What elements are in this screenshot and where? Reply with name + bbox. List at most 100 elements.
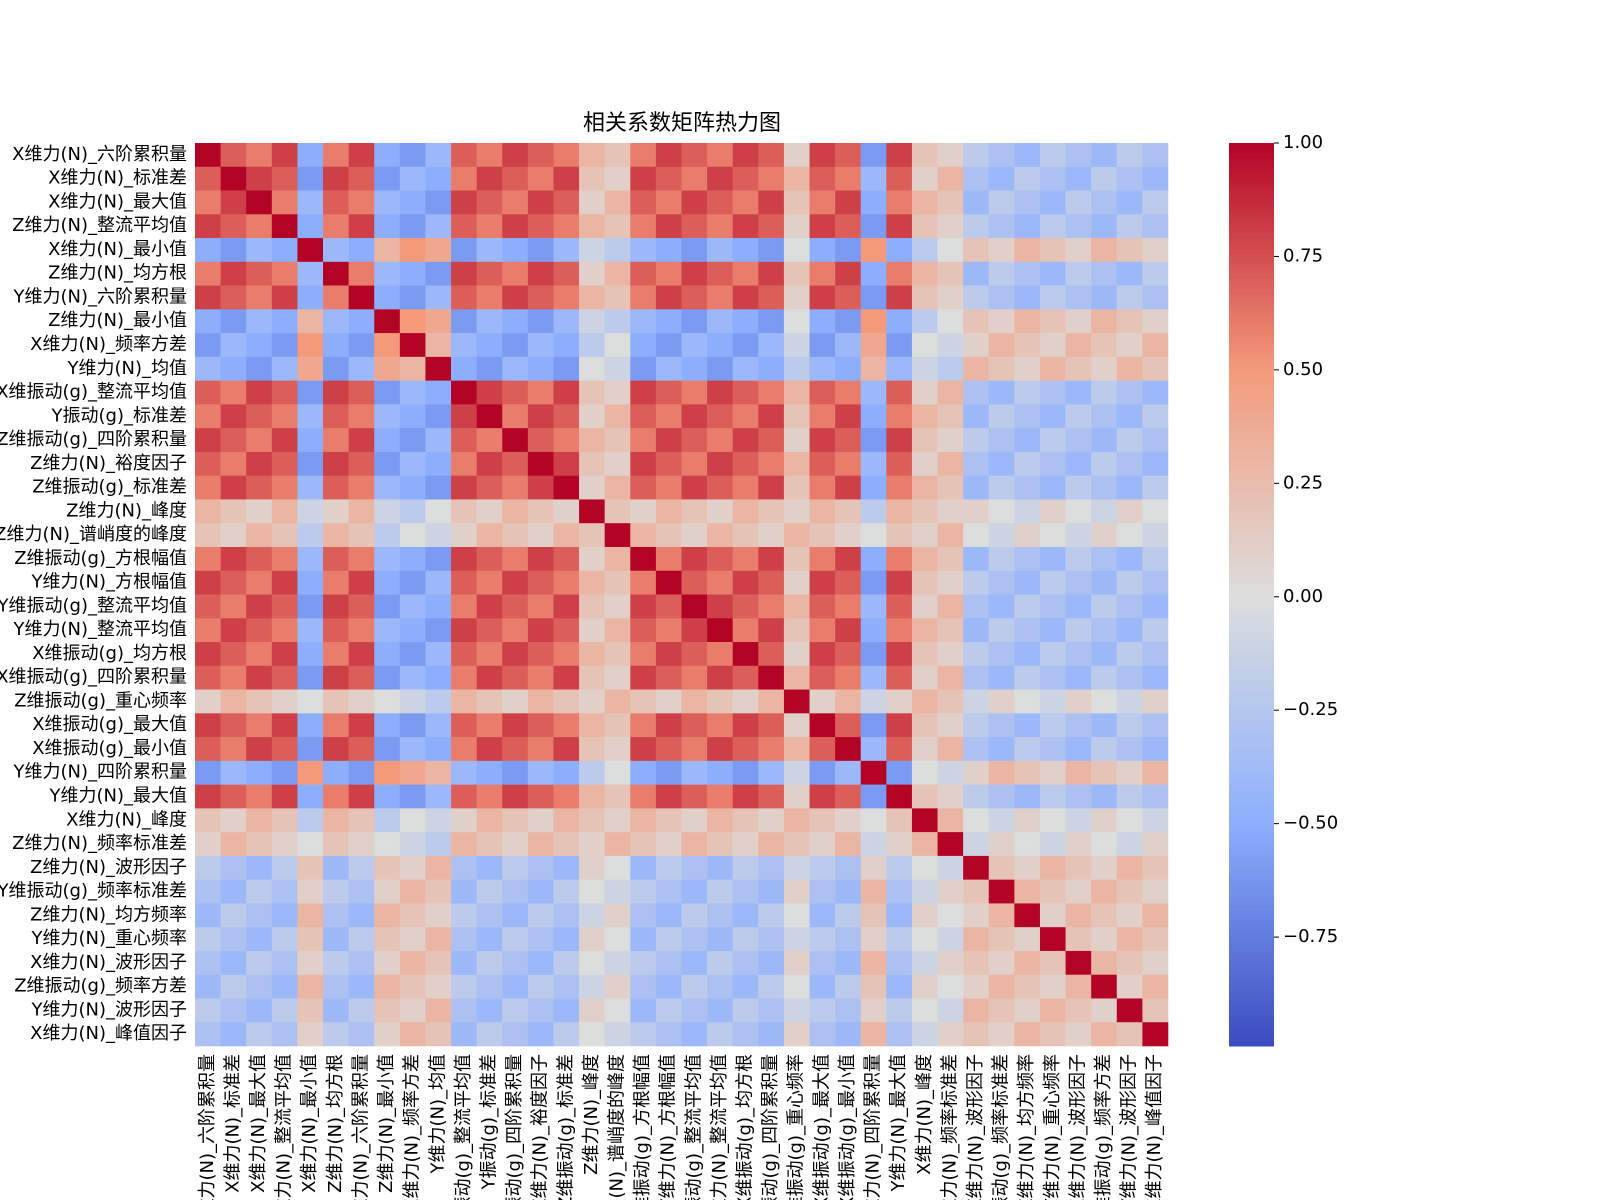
- heatmap-cell: [1142, 1022, 1169, 1047]
- heatmap-cell: [604, 546, 631, 572]
- colorbar-tick-label: −0.25: [1283, 699, 1338, 720]
- heatmap-cell: [937, 689, 964, 714]
- heatmap-cell: [348, 665, 375, 690]
- heatmap-cell: [323, 499, 349, 524]
- heatmap-cell: [1065, 689, 1092, 714]
- heatmap-cell: [681, 309, 708, 334]
- colorbar-segment: [1229, 428, 1274, 435]
- heatmap-cell: [297, 356, 324, 381]
- heatmap-cell: [323, 190, 349, 215]
- heatmap-cell: [476, 903, 503, 928]
- heatmap-cell: [732, 855, 759, 880]
- heatmap-cell: [579, 309, 605, 334]
- heatmap-cell: [604, 808, 631, 833]
- heatmap-cell: [681, 689, 708, 714]
- heatmap-cell: [963, 475, 990, 500]
- heatmap-cell: [707, 546, 734, 572]
- heatmap-cell: [707, 356, 734, 381]
- heatmap-cell: [553, 261, 580, 286]
- heatmap-cell: [374, 832, 401, 857]
- heatmap-cell: [1091, 451, 1118, 476]
- colorbar-segment: [1229, 413, 1274, 420]
- heatmap-cell: [937, 713, 964, 738]
- colorbar-segment: [1229, 990, 1274, 997]
- heatmap-cell: [579, 166, 605, 191]
- heatmap-cell: [988, 143, 1015, 168]
- heatmap-cell: [835, 309, 862, 334]
- heatmap-cell: [502, 380, 529, 405]
- heatmap-cell: [527, 570, 554, 595]
- heatmap-cell: [348, 356, 375, 381]
- heatmap-cell: [681, 879, 708, 904]
- heatmap-cell: [860, 832, 887, 857]
- colorbar-segment: [1229, 830, 1274, 836]
- heatmap-cell: [220, 998, 247, 1023]
- heatmap-cell: [630, 499, 657, 524]
- heatmap-cell: [604, 285, 631, 310]
- colorbar-segment: [1229, 554, 1274, 560]
- colorbar-segment: [1229, 534, 1274, 540]
- heatmap-cell: [988, 927, 1015, 952]
- heatmap-cell: [348, 594, 375, 619]
- heatmap-cell: [783, 998, 810, 1023]
- heatmap-cell: [195, 950, 221, 976]
- x-tick-label: X维振动(g)_最大值: [811, 1054, 832, 1200]
- heatmap-cell: [348, 784, 375, 809]
- heatmap-cell: [195, 594, 221, 619]
- heatmap-cell: [604, 309, 631, 334]
- heatmap-cell: [860, 380, 887, 405]
- heatmap-cell: [579, 689, 605, 714]
- heatmap-cell: [425, 475, 452, 500]
- heatmap-cell: [476, 879, 503, 904]
- heatmap-cell: [758, 665, 785, 690]
- heatmap-cell: [835, 713, 862, 738]
- heatmap-cell: [1065, 261, 1092, 286]
- heatmap-cell: [707, 974, 734, 999]
- heatmap-cell: [1014, 594, 1041, 619]
- y-tick-label: Z维力(N)_峰度: [66, 500, 187, 521]
- heatmap-cell: [399, 214, 426, 239]
- heatmap-cell: [374, 855, 401, 880]
- heatmap-cell: [681, 451, 708, 476]
- heatmap-cell: [246, 499, 273, 524]
- heatmap-cell: [886, 665, 913, 690]
- heatmap-cell: [655, 998, 682, 1023]
- heatmap-cell: [553, 475, 580, 500]
- heatmap-cell: [502, 927, 529, 952]
- heatmap-cell: [527, 950, 554, 976]
- heatmap-cell: [579, 903, 605, 928]
- colorbar-segment: [1229, 815, 1274, 821]
- heatmap-cell: [988, 737, 1015, 762]
- heatmap-cell: [195, 974, 221, 999]
- heatmap-cell: [1091, 285, 1118, 310]
- heatmap-cell: [425, 523, 452, 548]
- heatmap-cell: [476, 166, 503, 191]
- heatmap-cell: [911, 190, 938, 215]
- colorbar-segment: [1229, 494, 1274, 500]
- heatmap-cell: [604, 214, 631, 239]
- heatmap-cell: [1116, 903, 1143, 928]
- heatmap-cell: [1014, 143, 1041, 168]
- heatmap-cell: [1014, 618, 1041, 643]
- heatmap-cell: [604, 855, 631, 880]
- heatmap-cell: [476, 285, 503, 310]
- heatmap-cell: [707, 190, 734, 215]
- heatmap-cell: [374, 190, 401, 215]
- heatmap-cell: [246, 903, 273, 928]
- heatmap-cell: [835, 879, 862, 904]
- heatmap-cell: [579, 570, 605, 595]
- heatmap-cell: [681, 665, 708, 690]
- heatmap-cell: [323, 737, 349, 762]
- heatmap-cell: [553, 523, 580, 548]
- heatmap-cell: [476, 832, 503, 857]
- heatmap-cell: [451, 618, 477, 643]
- heatmap-cell: [553, 784, 580, 809]
- heatmap-cell: [758, 737, 785, 762]
- heatmap-cell: [195, 927, 221, 952]
- heatmap-cell: [1142, 285, 1169, 310]
- heatmap-cell: [809, 143, 836, 168]
- heatmap-cell: [783, 166, 810, 191]
- heatmap-cell: [886, 927, 913, 952]
- heatmap-cell: [1065, 665, 1092, 690]
- heatmap-cell: [1014, 499, 1041, 524]
